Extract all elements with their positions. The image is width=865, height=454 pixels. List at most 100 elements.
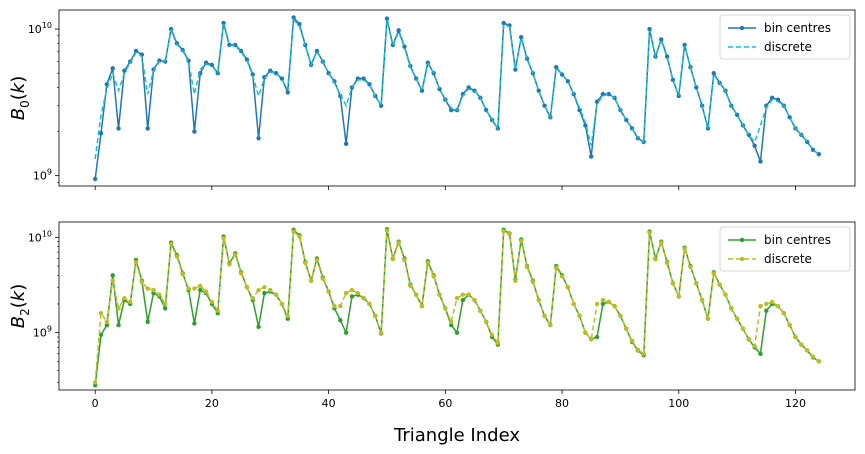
data-point <box>594 99 600 104</box>
data-point <box>513 278 518 284</box>
data-point <box>373 313 378 319</box>
data-point <box>781 310 787 316</box>
data-point <box>116 322 121 328</box>
data-point <box>734 316 740 321</box>
legend-box <box>719 14 851 60</box>
data-point <box>437 292 442 297</box>
data-point <box>332 303 337 309</box>
legend-marker <box>739 237 745 243</box>
plot-area <box>92 226 822 388</box>
data-point <box>151 287 156 293</box>
data-point <box>454 295 460 301</box>
data-point <box>694 281 699 286</box>
data-point <box>314 48 320 54</box>
data-point <box>810 354 816 359</box>
data-point <box>746 336 751 342</box>
data-point <box>524 264 530 270</box>
data-point <box>151 290 156 296</box>
top-panel-b0: 109 1010 B0(k) bin centres discrete <box>8 9 856 190</box>
y-axis-label: B2(k) <box>8 284 32 329</box>
data-point <box>163 306 168 311</box>
legend-label: discrete <box>764 40 812 54</box>
data-point <box>308 278 314 284</box>
data-point <box>483 319 489 324</box>
data-point <box>384 16 390 21</box>
data-point <box>92 176 98 182</box>
data-point <box>343 141 349 146</box>
data-point <box>396 28 401 33</box>
data-point <box>589 154 594 159</box>
data-point <box>583 123 588 128</box>
data-point <box>758 303 763 309</box>
x-tick-label: 120 <box>785 397 806 410</box>
legend-label: bin centres <box>764 233 831 247</box>
data-point <box>145 126 150 131</box>
data-point <box>338 303 343 309</box>
data-point <box>110 278 115 284</box>
data-point <box>647 230 652 235</box>
x-axis-label: Triangle Index <box>393 425 520 446</box>
data-point <box>157 292 162 297</box>
bottom-panel-b2: 0 20 40 60 80 100 120 109 1010 B2(k) Triangle Inde… <box>8 221 856 446</box>
data-point <box>559 274 565 279</box>
data-point <box>711 71 716 76</box>
data-point <box>390 257 396 262</box>
data-point <box>565 284 571 290</box>
data-point <box>215 71 220 76</box>
data-point <box>367 301 372 307</box>
data-point <box>180 272 185 277</box>
data-point <box>419 303 425 309</box>
data-point <box>250 72 255 77</box>
data-point <box>273 292 279 297</box>
series-line-bin-centres <box>94 228 820 386</box>
data-point <box>157 58 162 63</box>
data-point <box>431 274 436 279</box>
data-point <box>711 271 716 276</box>
data-point <box>285 90 290 95</box>
data-point <box>320 276 325 281</box>
data-point <box>425 260 431 266</box>
data-point <box>670 281 676 286</box>
data-point <box>764 301 769 307</box>
data-point <box>192 321 197 326</box>
data-point <box>635 347 641 353</box>
data-point <box>186 286 191 291</box>
data-point <box>518 238 524 244</box>
data-point <box>554 64 559 70</box>
data-point <box>454 330 460 335</box>
data-point <box>518 35 524 40</box>
x-tick-label: 100 <box>668 397 689 410</box>
legend-box <box>719 226 851 272</box>
x-tick-label: 80 <box>555 397 569 410</box>
data-point <box>571 301 576 307</box>
data-point <box>145 319 150 324</box>
data-point <box>215 308 220 313</box>
legend-label: discrete <box>764 252 812 266</box>
y-tick-label: 1010 <box>28 229 52 244</box>
data-point <box>624 326 629 331</box>
data-point <box>804 348 810 353</box>
data-point <box>168 241 174 247</box>
data-point <box>688 264 693 270</box>
legend: bin centres discrete <box>719 226 851 272</box>
data-point <box>583 330 588 335</box>
data-point <box>139 279 145 285</box>
data-point <box>326 289 331 294</box>
data-point <box>127 299 133 305</box>
data-point <box>279 76 285 81</box>
data-point <box>378 103 384 108</box>
data-point <box>256 287 261 293</box>
data-point <box>769 95 775 100</box>
data-point <box>448 322 454 328</box>
plot-frame <box>58 9 856 187</box>
data-point <box>530 279 536 285</box>
data-point <box>775 303 781 309</box>
data-point <box>501 20 506 26</box>
plot-frame <box>58 221 856 391</box>
data-point <box>507 231 512 237</box>
data-point <box>448 319 454 324</box>
data-point <box>174 254 180 259</box>
legend-marker <box>739 25 745 31</box>
data-point <box>664 54 670 59</box>
